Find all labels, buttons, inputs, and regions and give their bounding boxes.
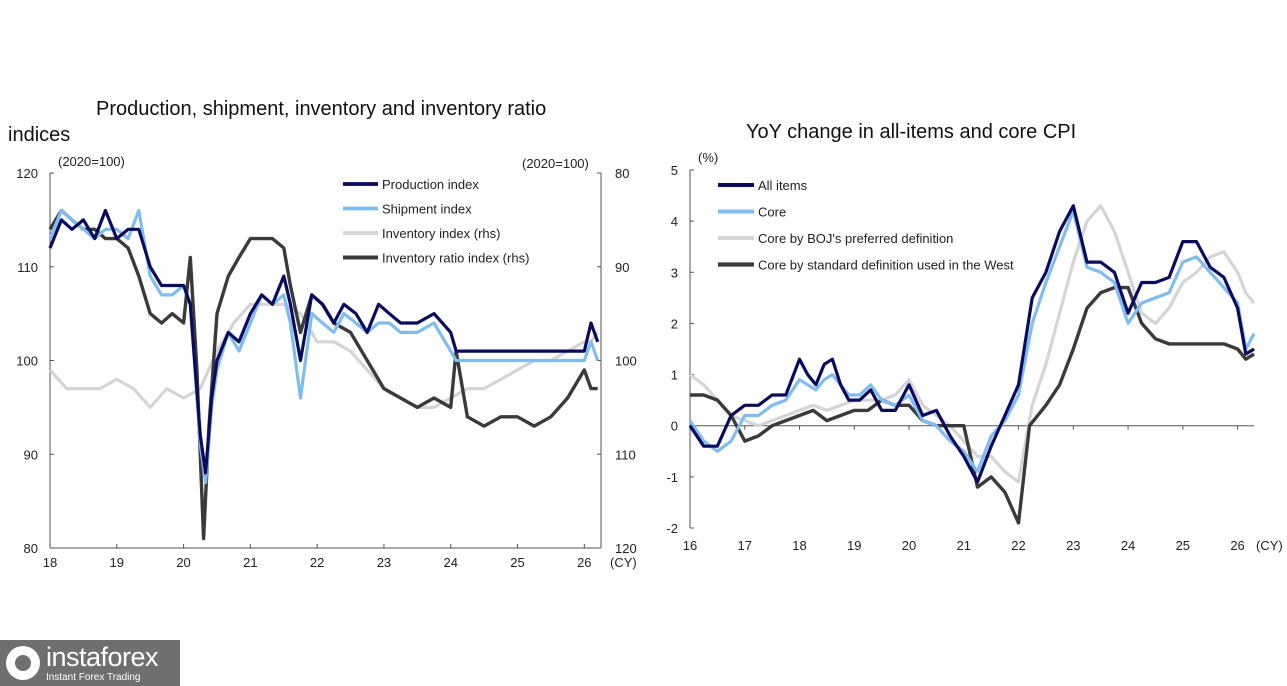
x-tick-label: 26 (577, 555, 591, 570)
legend-label: Core by standard definition used in the … (758, 258, 1014, 273)
y-tick-label: 3 (671, 265, 678, 280)
x-tick-label: 24 (443, 555, 457, 570)
y-tick-label-left: 90 (24, 447, 38, 462)
legend-label: Core (758, 205, 786, 220)
x-tick-label: 21 (243, 555, 257, 570)
x-tick-label: 20 (902, 538, 916, 553)
chart-title-prefix: indices (8, 124, 70, 146)
y-tick-label-right: 80 (615, 166, 629, 181)
tick-labels: 80 90 100 110 120 80 90 100 110 120 18 19 20 21 22 23 24… (16, 166, 636, 570)
series-line-inventory-ratio-index-rhs (48, 208, 598, 541)
y-tick-label-right: 90 (615, 260, 629, 275)
y-tick-label-left: 110 (17, 260, 38, 275)
chart-title: Production, shipment, inventory and inve… (96, 98, 546, 120)
series-line-production-index (48, 208, 600, 475)
x-tick-label: 26 (1230, 538, 1244, 553)
y-tick-label-right: 110 (615, 447, 636, 462)
axes (689, 169, 1254, 529)
logo-icon (6, 646, 40, 680)
legend-label: Core by BOJ's preferred definition (758, 231, 953, 246)
y-tick-label-left: 120 (16, 166, 38, 181)
x-tick-label: 18 (43, 555, 57, 570)
legend-label: Production index (382, 177, 479, 192)
x-tick-label: 18 (792, 538, 806, 553)
left-axis-unit: (%) (698, 150, 718, 165)
series-line-core-by-standard-definition-used-in-the-west (690, 285, 1255, 525)
y-tick-label: -2 (666, 521, 678, 536)
y-tick-label-right: 120 (615, 541, 637, 556)
y-tick-label: 5 (671, 163, 678, 178)
cpi-chart: YoY change in all-items and core CPI (%)… (666, 121, 1283, 553)
x-axis-unit: (CY) (1256, 538, 1283, 553)
y-tick-label: -1 (666, 470, 678, 485)
y-tick-label: 0 (671, 419, 678, 434)
x-tick-label: 21 (957, 538, 971, 553)
legend-label: Inventory index (rhs) (382, 226, 501, 241)
x-tick-label: 19 (847, 538, 861, 553)
y-tick-label: 4 (671, 214, 678, 229)
left-axis-unit: (2020=100) (58, 154, 125, 169)
instaforex-logo[interactable]: instaforex Instant Forex Trading (0, 640, 180, 686)
series-line-core-by-boj-s-preferred-definition (689, 204, 1256, 484)
series-line-all-items (688, 204, 1255, 484)
series-lines (48, 208, 600, 541)
chart-title: YoY change in all-items and core CPI (746, 121, 1076, 143)
x-tick-label: 22 (1011, 538, 1025, 553)
logo-brand: instaforex (46, 641, 159, 672)
production-chart: Production, shipment, inventory and inve… (8, 98, 637, 570)
y-tick-label: 1 (671, 368, 678, 383)
y-tick-label-right: 100 (615, 354, 637, 369)
legend: All items Core Core by BOJ's preferred def… (718, 178, 1014, 273)
x-tick-label: 17 (738, 538, 752, 553)
x-tick-label: 16 (683, 538, 697, 553)
series-line-core (688, 209, 1256, 474)
x-tick-label: 20 (176, 555, 190, 570)
x-tick-label: 24 (1121, 538, 1135, 553)
series-line-shipment-index (48, 208, 600, 484)
x-axis-unit: (CY) (610, 555, 637, 570)
x-tick-label: 25 (510, 555, 524, 570)
logo-tagline: Instant Forex Trading (46, 671, 141, 683)
x-tick-label: 25 (1176, 538, 1190, 553)
series-line-inventory-index-rhs (48, 302, 600, 409)
y-tick-label-left: 80 (24, 541, 38, 556)
x-tick-label: 19 (110, 555, 124, 570)
y-tick-label-left: 100 (16, 354, 38, 369)
y-tick-label: 2 (671, 316, 678, 331)
right-axis-unit: (2020=100) (522, 156, 589, 171)
legend-label: All items (758, 178, 808, 193)
legend-label: Shipment index (382, 202, 472, 217)
legend-label: Inventory ratio index (rhs) (382, 251, 529, 266)
series-lines (688, 204, 1256, 525)
legend: Production index Shipment index Inventory … (343, 177, 529, 266)
x-tick-label: 22 (310, 555, 324, 570)
x-tick-label: 23 (377, 555, 391, 570)
x-tick-label: 23 (1066, 538, 1080, 553)
